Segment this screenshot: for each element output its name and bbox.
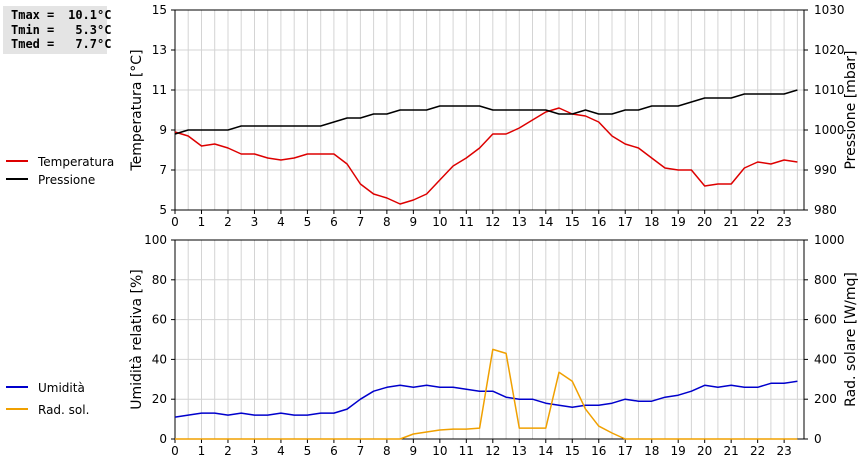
plot-frame	[174, 239, 805, 440]
tmax-label: Tmax	[11, 8, 40, 22]
x-tick-label: 9	[410, 215, 418, 229]
x-tick-label: 18	[644, 215, 659, 229]
x-tick-label: 18	[644, 444, 659, 458]
x-tick-label: 22	[750, 215, 765, 229]
x-tick-label: 16	[591, 444, 606, 458]
legend-label: Rad. sol.	[38, 403, 89, 417]
x-tick-label: 20	[697, 444, 712, 458]
x-tick-label: 17	[618, 444, 633, 458]
y-right-tick-label: 200	[814, 392, 837, 406]
x-tick-label: 14	[538, 444, 553, 458]
x-tick-label: 4	[277, 215, 285, 229]
y-left-tick-label: 100	[144, 233, 167, 247]
x-tick-label: 11	[459, 444, 474, 458]
x-tick-label: 5	[304, 215, 312, 229]
x-tick-label: 7	[357, 444, 365, 458]
y-left-tick-label: 60	[152, 313, 167, 327]
series-line-pressione	[174, 89, 798, 135]
y-left-tick-label: 13	[152, 43, 167, 57]
legend-label: Umidità	[38, 381, 85, 395]
y-left-tick-label: 0	[159, 432, 167, 446]
summary-box: Tmax = 10.1°C Tmin = 5.3°C Tmed = 7.7°C	[3, 6, 112, 54]
tmin-row: Tmin = 5.3°C	[11, 22, 112, 37]
y-right-tick-label: 400	[814, 352, 837, 366]
x-tick-label: 22	[750, 444, 765, 458]
x-tick-label: 19	[671, 444, 686, 458]
y-left-axis-label: Umidità relativa [%]	[129, 269, 145, 410]
y-left-tick-label: 40	[152, 352, 167, 366]
x-tick-label: 6	[330, 215, 338, 229]
tmax-value: 10.1°C	[68, 8, 112, 22]
y-left-tick-label: 80	[152, 273, 167, 287]
tmin-label: Tmin	[11, 22, 40, 37]
series-line-temperatura	[174, 107, 798, 205]
y-right-axis-label: Pressione [mbar]	[843, 50, 859, 169]
x-tick-label: 3	[251, 444, 259, 458]
tmin-value: 5.3°C	[75, 22, 112, 37]
x-tick-label: 1	[198, 215, 206, 229]
y-right-tick-label: 1020	[814, 43, 845, 57]
x-tick-label: 8	[383, 215, 391, 229]
x-tick-label: 16	[591, 215, 606, 229]
x-tick-label: 8	[383, 444, 391, 458]
x-tick-label: 10	[432, 215, 447, 229]
y-right-tick-label: 1000	[814, 233, 845, 247]
x-tick-label: 20	[697, 215, 712, 229]
y-left-tick-label: 11	[152, 83, 167, 97]
x-tick-label: 7	[357, 215, 365, 229]
x-tick-label: 15	[565, 444, 580, 458]
y-left-tick-label: 5	[159, 203, 167, 217]
x-tick-label: 21	[724, 444, 739, 458]
tmed-value: 7.7°C	[75, 37, 112, 51]
tmed-label: Tmed	[11, 37, 40, 51]
x-tick-label: 17	[618, 215, 633, 229]
x-tick-label: 11	[459, 215, 474, 229]
x-tick-label: 5	[304, 444, 312, 458]
x-tick-label: 23	[776, 444, 791, 458]
y-right-axis-label: Rad. solare [W/mq]	[843, 272, 859, 407]
x-tick-label: 1	[198, 444, 206, 458]
x-tick-label: 13	[512, 215, 527, 229]
x-tick-label: 2	[224, 444, 232, 458]
series-line-rad-sol	[175, 348, 798, 440]
x-tick-label: 0	[171, 215, 179, 229]
y-right-tick-label: 980	[814, 203, 837, 217]
plot-frame	[174, 9, 805, 211]
x-tick-label: 0	[171, 444, 179, 458]
y-right-tick-label: 0	[814, 432, 822, 446]
y-left-tick-label: 9	[159, 123, 167, 137]
y-left-tick-label: 7	[159, 163, 167, 177]
x-tick-label: 14	[538, 215, 553, 229]
x-tick-label: 21	[724, 215, 739, 229]
x-tick-label: 4	[277, 444, 285, 458]
y-right-tick-label: 800	[814, 273, 837, 287]
tmed-row: Tmed = 7.7°C	[11, 37, 112, 51]
x-tick-label: 19	[671, 215, 686, 229]
y-right-tick-label: 990	[814, 163, 837, 177]
y-left-axis-label: Temperatura [°C]	[129, 49, 145, 171]
tmax-row: Tmax = 10.1°C	[11, 8, 112, 22]
y-right-tick-label: 1010	[814, 83, 845, 97]
x-tick-label: 6	[330, 444, 338, 458]
legend-label: Pressione	[38, 173, 95, 187]
x-tick-label: 15	[565, 215, 580, 229]
y-right-tick-label: 1030	[814, 3, 845, 17]
x-tick-label: 10	[432, 444, 447, 458]
x-tick-label: 3	[251, 215, 259, 229]
x-tick-label: 9	[410, 444, 418, 458]
y-left-tick-label: 20	[152, 392, 167, 406]
y-right-tick-label: 1000	[814, 123, 845, 137]
x-tick-label: 12	[485, 215, 500, 229]
legend-label: Temperatura	[37, 155, 114, 169]
x-tick-label: 12	[485, 444, 500, 458]
x-tick-label: 13	[512, 444, 527, 458]
x-tick-label: 2	[224, 215, 232, 229]
y-left-tick-label: 15	[152, 3, 167, 17]
x-tick-label: 23	[776, 215, 791, 229]
y-right-tick-label: 600	[814, 313, 837, 327]
